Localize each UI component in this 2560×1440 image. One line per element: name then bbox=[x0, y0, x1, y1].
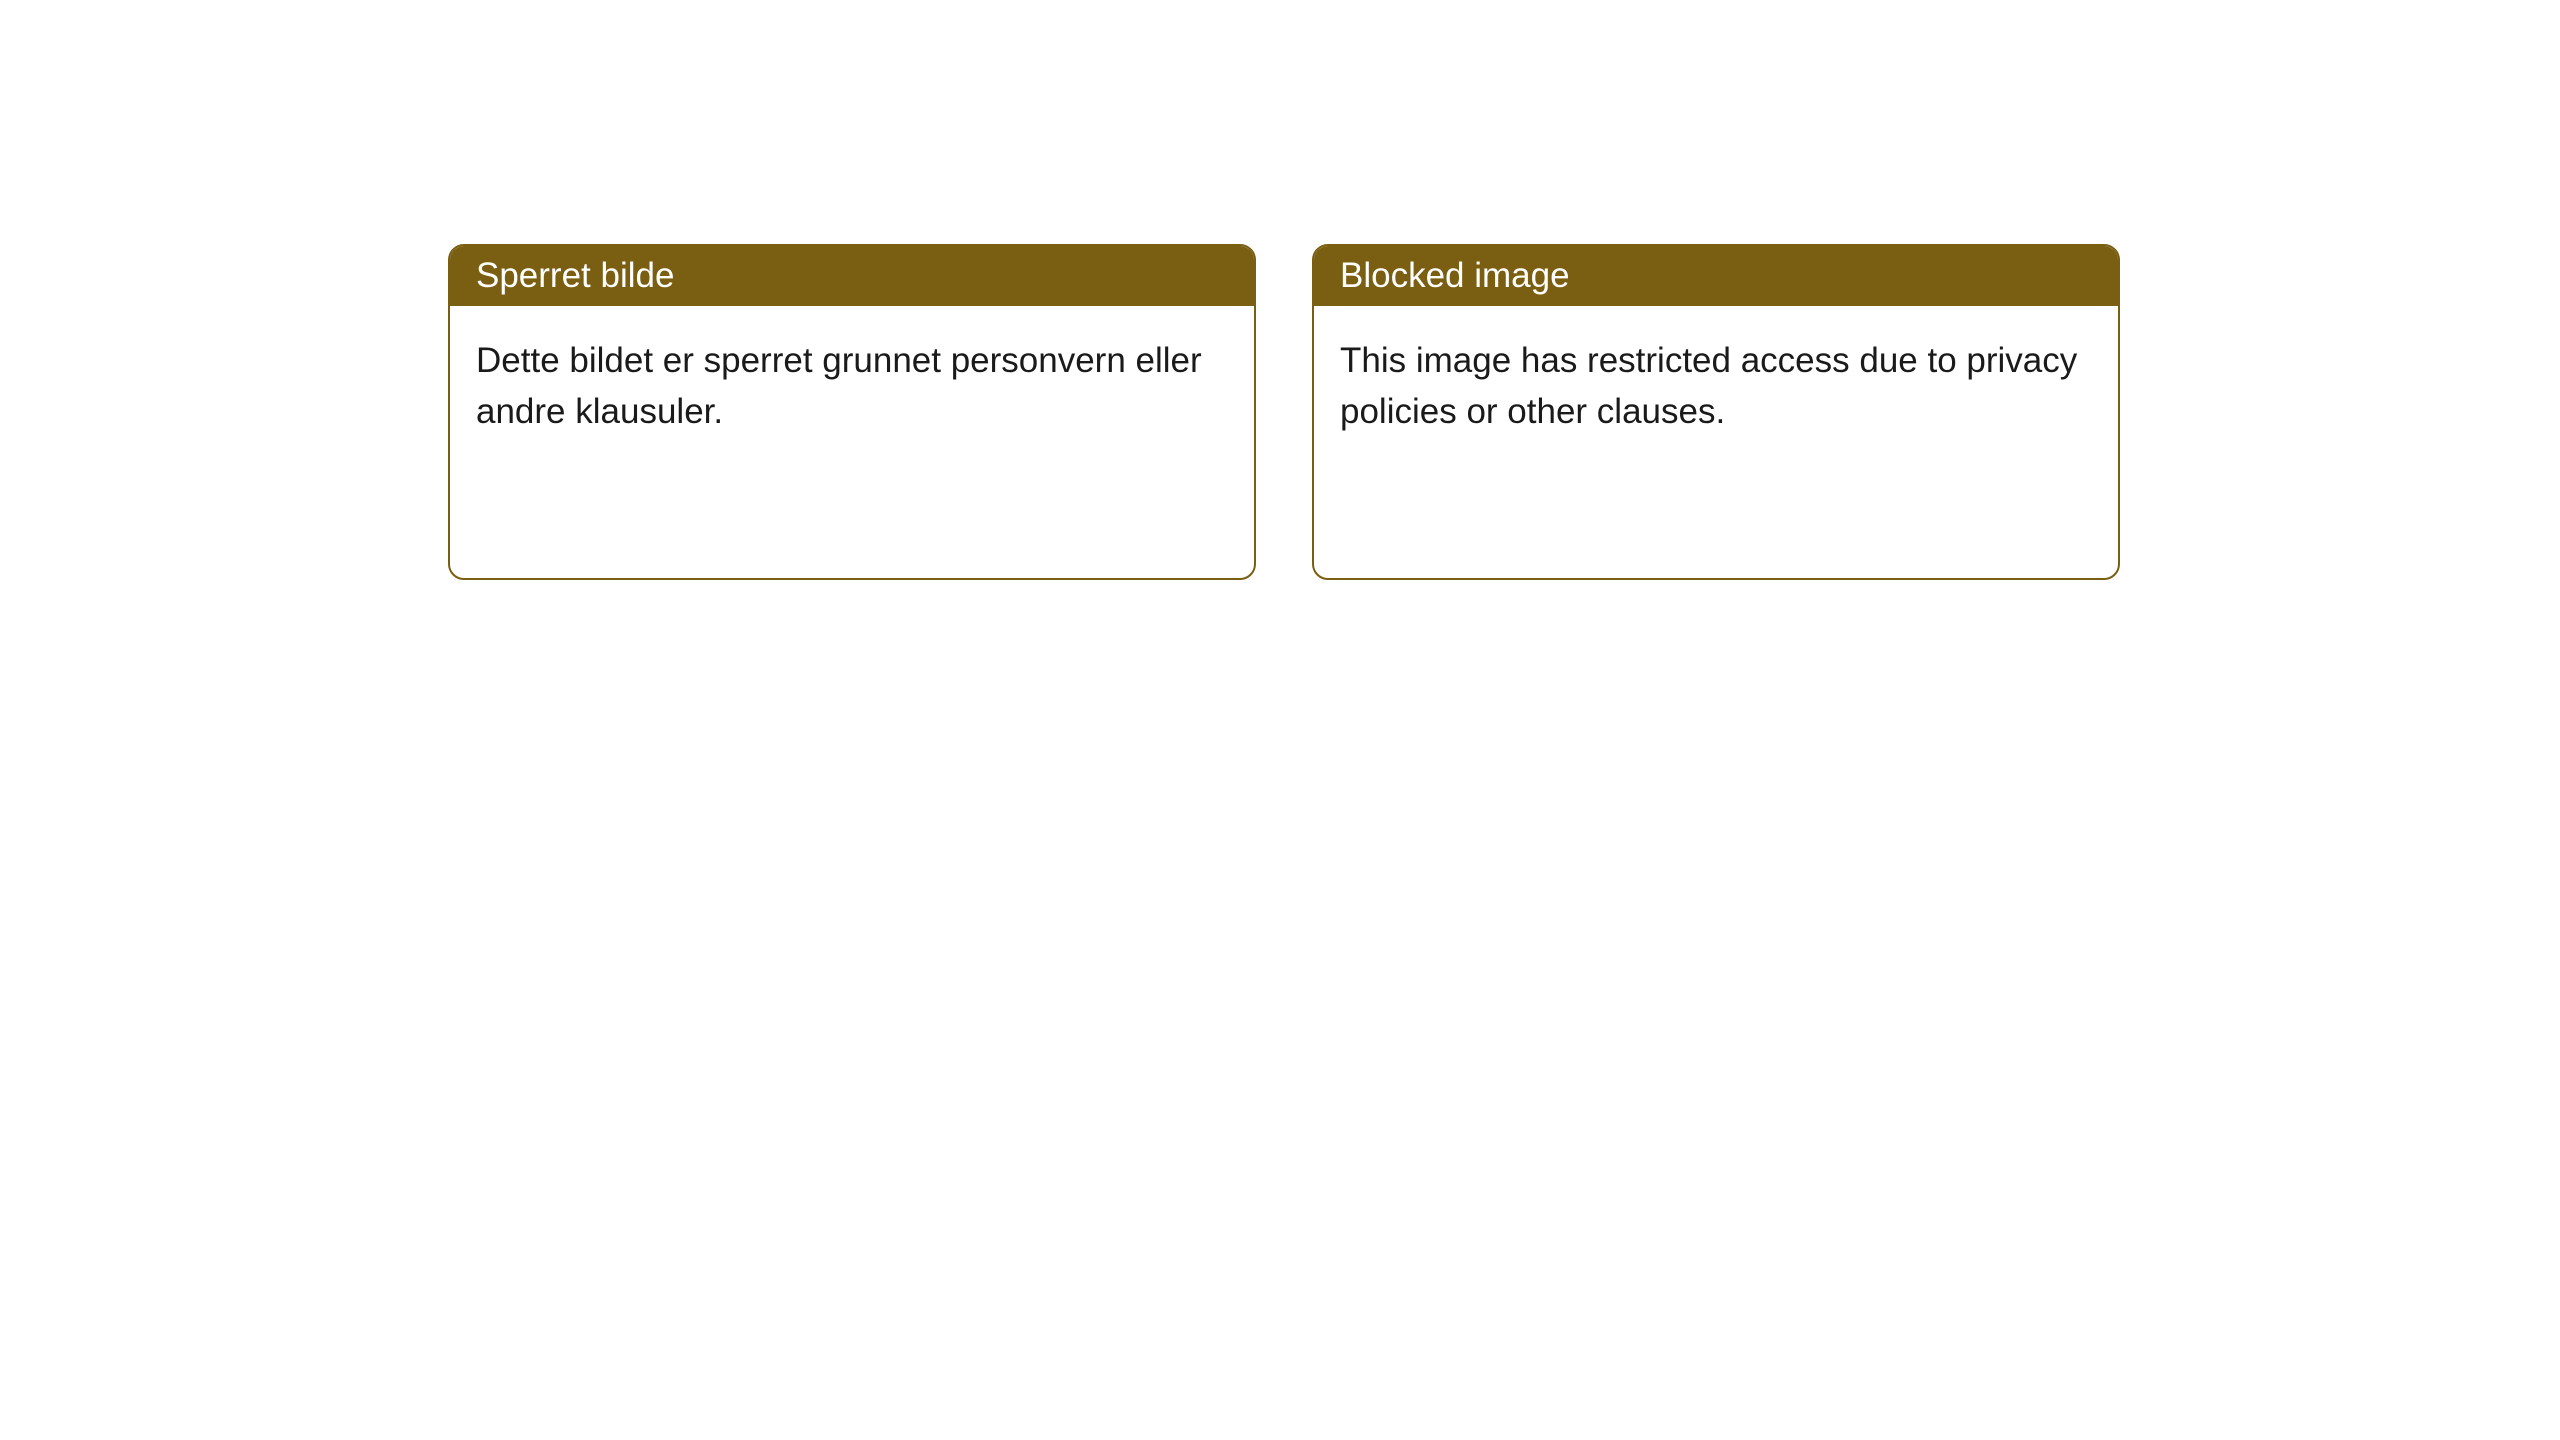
notice-card-norwegian: Sperret bilde Dette bildet er sperret gr… bbox=[448, 244, 1256, 580]
notice-body: This image has restricted access due to … bbox=[1314, 306, 2118, 578]
notice-container: Sperret bilde Dette bildet er sperret gr… bbox=[0, 0, 2560, 580]
notice-body: Dette bildet er sperret grunnet personve… bbox=[450, 306, 1254, 578]
notice-card-english: Blocked image This image has restricted … bbox=[1312, 244, 2120, 580]
notice-header: Sperret bilde bbox=[450, 246, 1254, 306]
notice-header: Blocked image bbox=[1314, 246, 2118, 306]
